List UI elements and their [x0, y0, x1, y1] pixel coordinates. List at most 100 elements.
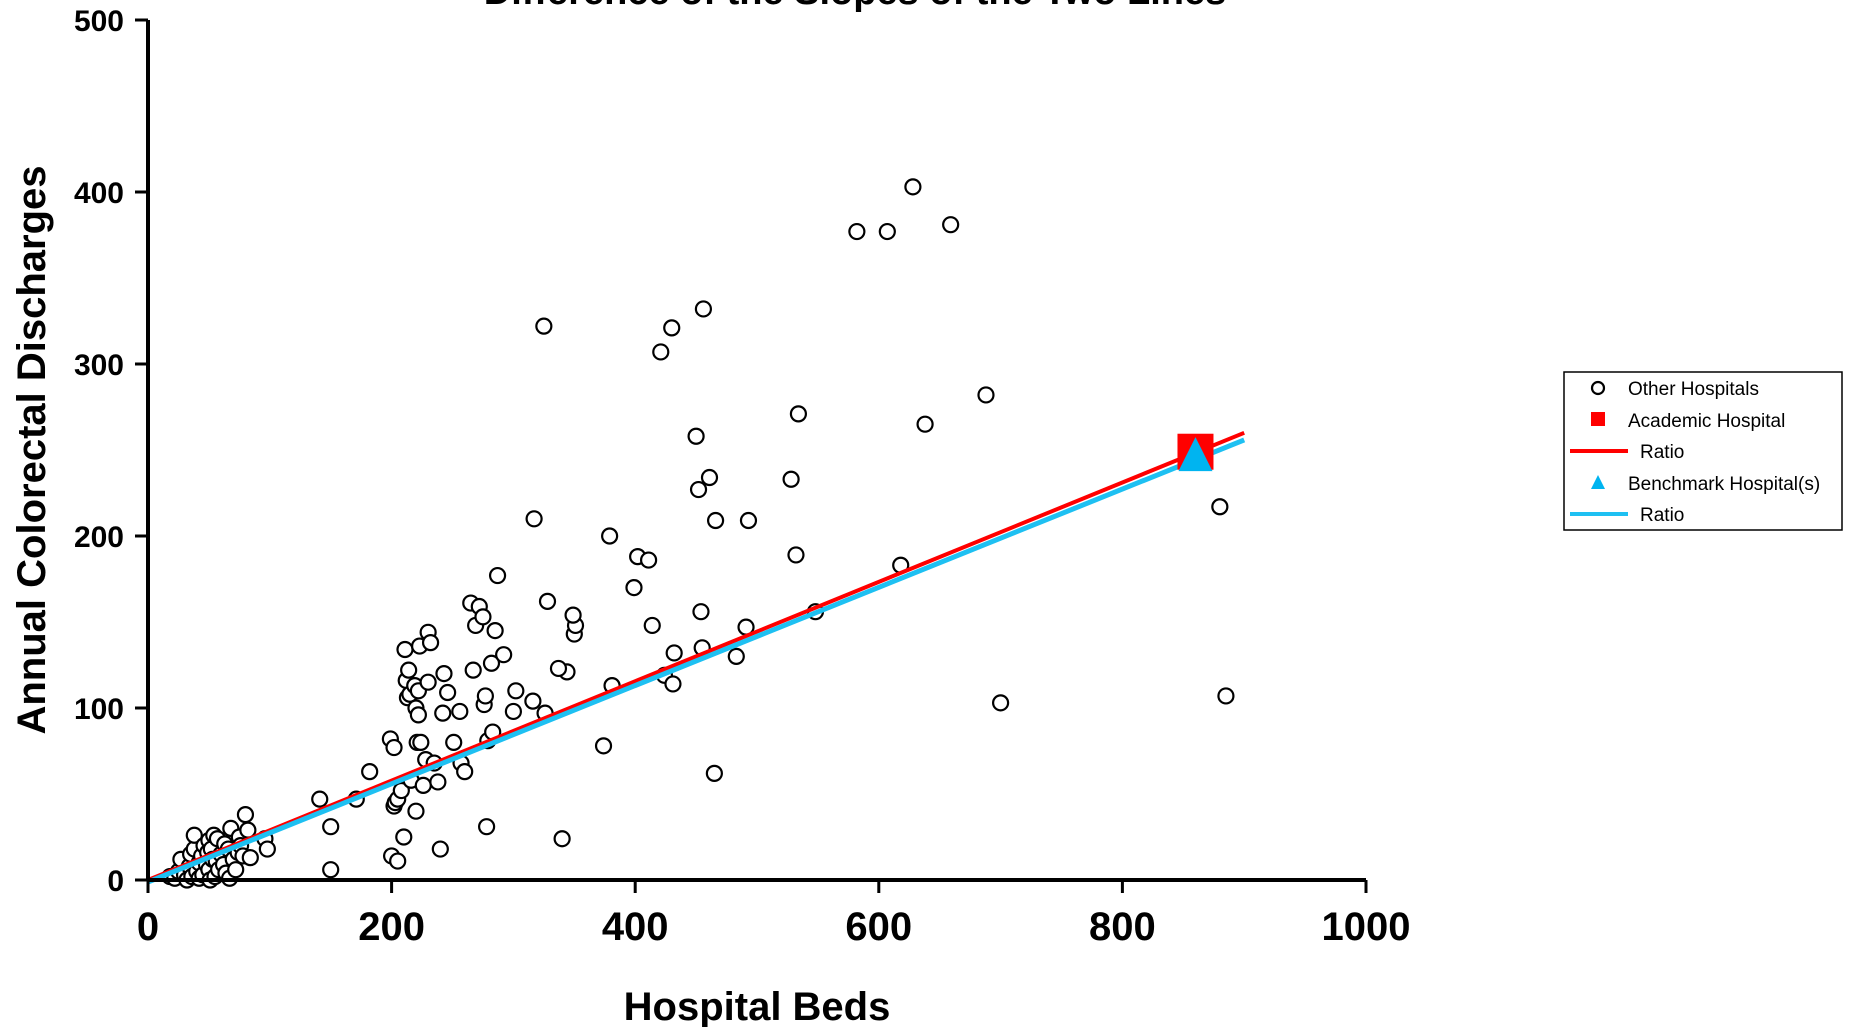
other-hospital-point-128	[665, 644, 683, 662]
y-tick-label-2: 200	[74, 521, 124, 554]
legend-academic-hospital-marker	[1591, 412, 1605, 426]
other-hospital-point-151	[991, 694, 1010, 712]
x-tick-label-5: 1000	[1322, 905, 1411, 949]
x-tick-label-0: 0	[137, 905, 159, 949]
y-tick-label-5: 500	[74, 5, 124, 38]
other-hospital-point-51	[361, 763, 379, 781]
benchmark-hospital-point	[1178, 437, 1213, 472]
legend-other-hospitals-label: Other Hospitals	[1628, 379, 1759, 400]
other-hospital-point-134	[700, 468, 719, 487]
other-hospital-point-104	[504, 702, 523, 721]
other-hospital-point-127	[664, 675, 682, 693]
y-tick-label-3: 300	[74, 349, 124, 382]
other-hospital-point-54	[385, 738, 403, 757]
other-hospital-point-105	[507, 682, 525, 700]
other-hospital-point-123	[643, 616, 661, 635]
other-hospital-point-84	[435, 664, 453, 683]
other-hospital-point-144	[848, 222, 866, 241]
other-hospital-point-102	[488, 566, 507, 585]
other-hospital-point-148	[916, 415, 934, 433]
other-hospital-point-110	[553, 830, 571, 848]
other-hospital-point-130	[689, 480, 708, 499]
other-hospital-point-79	[421, 634, 440, 652]
other-hospital-point-129	[687, 427, 705, 445]
academic-ratio-line	[147, 430, 1245, 882]
other-hospital-point-37	[227, 861, 245, 879]
other-hospital-point-97	[478, 818, 496, 836]
x-tick-label-4: 800	[1089, 905, 1156, 949]
other-hospital-point-145	[878, 222, 896, 241]
x-tick-label-1: 200	[358, 905, 425, 949]
y-tick-label-4: 400	[74, 177, 124, 210]
other-hospital-point-103	[495, 646, 513, 664]
other-hospital-point-133	[694, 300, 713, 318]
other-hospital-point-82	[431, 840, 449, 858]
legend-academic-hospital-label: Academic Hospital	[1628, 411, 1785, 432]
other-hospital-point-71	[409, 706, 427, 724]
other-hospital-point-85	[439, 683, 457, 702]
other-hospital-point-142	[789, 405, 808, 423]
other-hospital-point-120	[625, 578, 643, 597]
other-hospital-point-91	[464, 661, 482, 679]
other-hospital-point-147	[904, 178, 922, 196]
other-hospital-point-64	[400, 661, 418, 679]
other-hospital-point-115	[549, 659, 568, 678]
other-hospital-point-60	[395, 828, 413, 846]
ratio-lines-layer	[147, 430, 1246, 885]
special-markers-layer	[1177, 433, 1214, 472]
other-hospital-point-117	[594, 737, 613, 755]
benchmark-ratio-line	[147, 437, 1246, 885]
other-hospital-point-124	[652, 343, 670, 361]
other-hospital-point-78	[419, 673, 437, 691]
other-hospital-point-150	[977, 386, 995, 404]
other-hospital-point-47	[311, 790, 329, 808]
other-hospital-point-81	[429, 773, 447, 791]
y-tick-label-0: 0	[107, 865, 124, 898]
y-tick-label-1: 100	[74, 693, 124, 726]
other-hospital-point-42	[236, 806, 255, 824]
other-hospital-point-75	[414, 776, 432, 795]
other-hospital-point-94	[474, 608, 492, 626]
y-axis-title: Annual Colorectal Discharges	[10, 165, 54, 734]
legend: Other Hospitals Academic Hospital Ratio …	[1563, 371, 1843, 531]
other-hospital-point-141	[787, 546, 805, 564]
other-hospital-point-83	[434, 704, 452, 722]
legend-benchmark-ratio-label: Ratio	[1640, 505, 1684, 526]
other-hospital-point-46	[258, 840, 276, 858]
other-hospital-point-96	[476, 687, 494, 705]
other-hospital-point-152	[1211, 498, 1229, 516]
other-hospital-point-114	[535, 317, 553, 335]
x-axis-title: Hospital Beds	[624, 985, 891, 1027]
other-hospital-point-99	[482, 654, 501, 672]
other-hospital-point-136	[706, 511, 725, 530]
other-hospital-point-74	[412, 733, 430, 752]
other-hospital-point-86	[445, 733, 463, 752]
other-hospital-point-139	[739, 511, 758, 530]
other-hospital-point-57	[389, 852, 407, 870]
legend-academic-ratio-label: Ratio	[1640, 442, 1684, 463]
other-hospital-point-101	[486, 621, 504, 640]
other-hospital-point-140	[782, 470, 800, 488]
other-hospital-point-149	[942, 216, 960, 234]
other-hospital-point-153	[1217, 687, 1235, 705]
other-hospital-point-109	[538, 592, 557, 610]
ticks-layer: 0 200 400 600 800 1000 0 100 200 300 400 500	[74, 5, 1411, 949]
other-hospital-point-87	[451, 702, 469, 721]
other-hospital-point-89	[456, 763, 474, 781]
other-hospital-point-118	[601, 527, 619, 545]
other-hospital-point-10	[185, 826, 203, 844]
other-hospital-point-68	[407, 802, 425, 820]
other-hospital-point-61	[396, 640, 414, 659]
other-hospital-point-126	[663, 319, 681, 337]
other-hospital-point-48	[322, 818, 340, 836]
other-hospital-point-135	[705, 764, 723, 782]
points-layer	[161, 178, 1235, 889]
other-hospital-point-116	[564, 606, 582, 624]
other-hospital-point-107	[525, 510, 543, 528]
other-hospital-point-122	[639, 551, 658, 569]
other-hospital-point-44	[241, 849, 259, 867]
legend-benchmark-hospital-label: Benchmark Hospital(s)	[1628, 474, 1820, 495]
other-hospital-point-59	[392, 781, 410, 800]
other-hospital-point-137	[727, 647, 745, 666]
